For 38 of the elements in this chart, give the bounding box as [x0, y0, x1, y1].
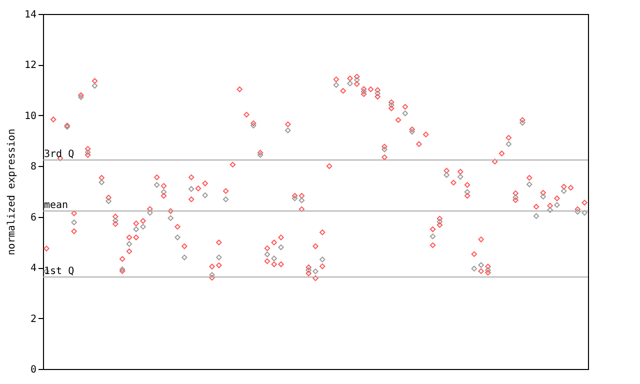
point — [360, 91, 367, 97]
point — [271, 261, 277, 268]
y-tick-label: 0 — [30, 364, 36, 376]
point — [374, 94, 380, 100]
point — [71, 228, 77, 234]
y-tick-label: 4 — [30, 263, 36, 274]
point — [298, 206, 305, 212]
point — [264, 258, 270, 264]
point — [133, 234, 139, 240]
y-tick-label: 2 — [30, 314, 36, 325]
point — [306, 270, 312, 276]
y-tick-label: 14 — [24, 10, 36, 20]
point — [430, 242, 436, 248]
ref-line-label: mean — [44, 200, 68, 212]
y-tick-label: 12 — [24, 60, 36, 72]
point — [478, 268, 484, 274]
point — [354, 81, 360, 87]
ref-line-label: 3rd Q — [44, 149, 74, 160]
point — [436, 222, 443, 228]
point — [388, 105, 394, 112]
y-tick-label: 8 — [30, 162, 36, 173]
y-tick-label: 10 — [24, 110, 36, 122]
point — [112, 221, 118, 227]
point — [485, 270, 491, 276]
point — [278, 261, 284, 268]
point — [216, 262, 222, 268]
y-tick-label: 6 — [30, 212, 36, 224]
point — [464, 192, 470, 199]
point — [188, 196, 194, 202]
y-axis-title: normalized expression — [6, 128, 18, 256]
point — [126, 248, 132, 254]
ref-line-label: 1st Q — [44, 266, 74, 277]
point — [312, 275, 318, 282]
point — [84, 152, 91, 158]
point — [209, 274, 215, 281]
point — [320, 263, 326, 270]
point — [160, 192, 167, 199]
point — [512, 197, 518, 203]
